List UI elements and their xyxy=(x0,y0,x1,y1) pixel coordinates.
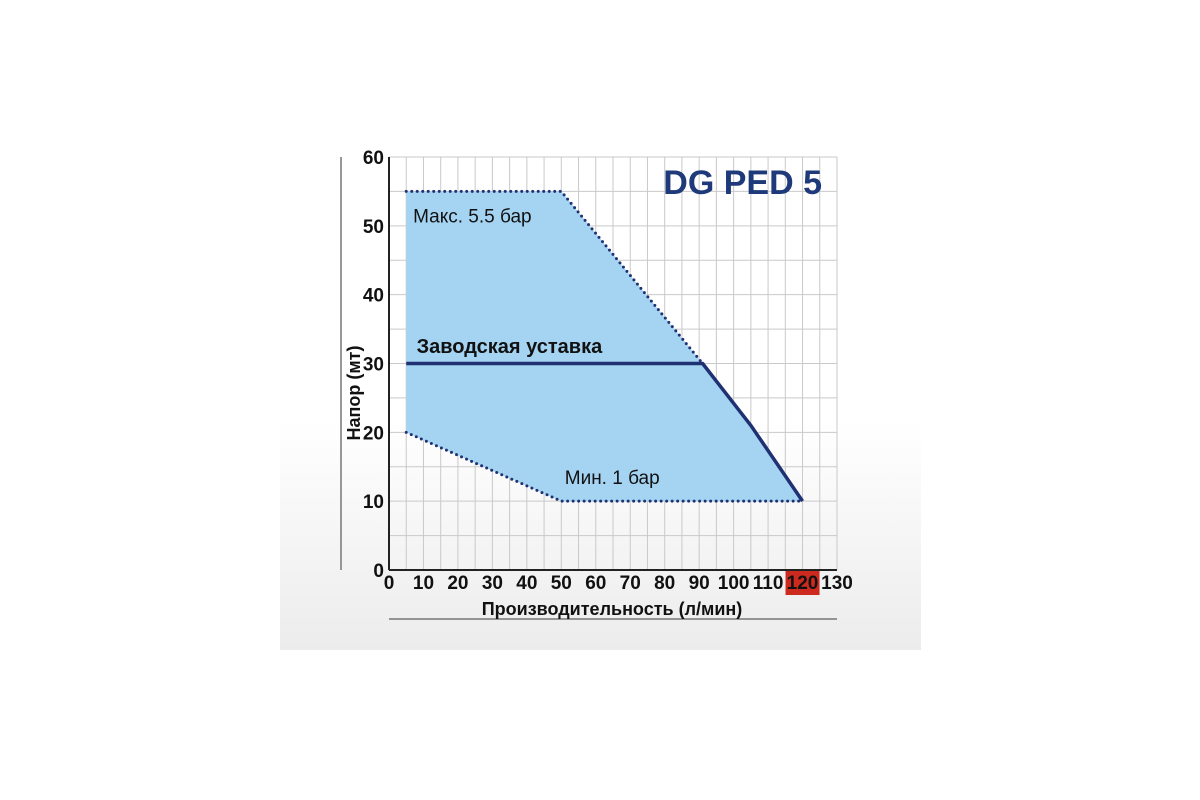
x-tick-label: 90 xyxy=(689,573,710,594)
y-tick-label: 40 xyxy=(363,286,384,307)
x-tick-label: 60 xyxy=(585,573,606,594)
x-tick-label: 110 xyxy=(753,573,784,594)
y-tick-label: 60 xyxy=(363,148,384,169)
x-tick-label: 70 xyxy=(620,573,641,594)
y-tick-label: 20 xyxy=(363,423,384,444)
x-tick-label: 50 xyxy=(551,573,572,594)
chart-title: DG PED 5 xyxy=(663,164,822,202)
operating-region-area xyxy=(406,191,803,502)
x-tick-label: 80 xyxy=(654,573,675,594)
y-tick-label: 50 xyxy=(363,217,384,238)
annotation-label: Мин. 1 бар xyxy=(565,468,660,489)
annotations: Макс. 5.5 бар Заводская уставка Мин. 1 бар xyxy=(413,206,660,489)
x-tick-label: 100 xyxy=(718,573,750,594)
x-tick-label: 130 xyxy=(821,573,853,594)
x-tick-label: 20 xyxy=(447,573,468,594)
factory-setting-curve xyxy=(406,361,804,503)
x-tick-label: 120 xyxy=(787,573,819,594)
series-lines xyxy=(404,189,805,503)
x-tick-label: 10 xyxy=(413,573,434,594)
annotation-label: Макс. 5.5 бар xyxy=(413,206,531,227)
axes xyxy=(340,157,837,620)
x-tick-highlight xyxy=(785,571,820,595)
x-tick-label: 0 xyxy=(384,573,395,594)
operating-region xyxy=(406,191,803,502)
annotation-label: Заводская уставка xyxy=(417,336,604,358)
x-tick-label: 30 xyxy=(482,573,503,594)
dotted-limit-line xyxy=(404,189,705,365)
dotted-limit-line xyxy=(404,430,805,503)
y-axis-title: Напор (мт) xyxy=(344,346,364,441)
x-tick-label: 40 xyxy=(516,573,537,594)
y-tick-label: 10 xyxy=(363,492,384,513)
y-tick-label: 0 xyxy=(373,561,384,582)
x-axis-title: Производительность (л/мин) xyxy=(482,599,743,619)
tick-labels: 0 10 20 30 40 50 60 0 10 20 30 40 50 60 70 80 90 100 110 12… xyxy=(363,148,853,595)
y-tick-label: 30 xyxy=(363,355,384,376)
